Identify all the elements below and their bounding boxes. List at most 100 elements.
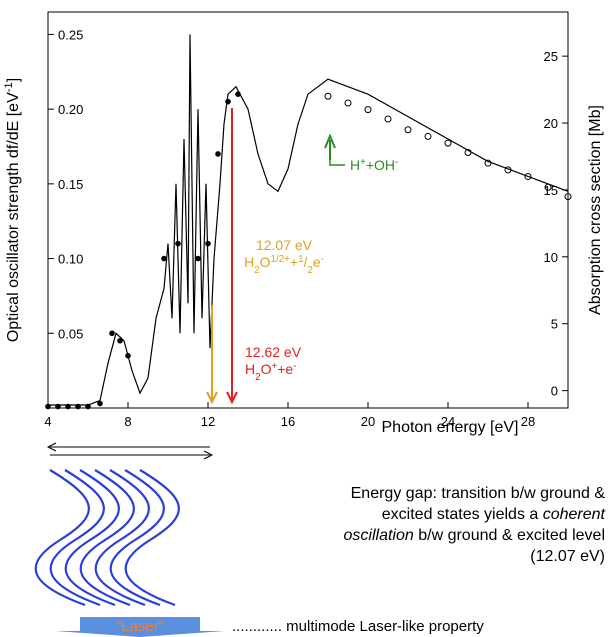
x-tick-label: 24 [441,414,455,429]
x-tick-label: 8 [124,414,131,429]
wave [34,469,90,607]
text-part: 2 [254,265,259,276]
y-tick-label: 0.05 [58,326,83,341]
data-circle [444,139,452,147]
text-part: (12.07 eV) [530,548,605,565]
annotation-arrow [206,305,218,405]
text-part: - [321,254,324,265]
y2-tick-label: 25 [544,49,558,64]
description: Energy gap: transition b/w ground & excit… [344,485,606,565]
wave [94,469,150,607]
x-tick-label: 4 [44,414,51,429]
x-tick-label: 12 [201,414,215,429]
data-dot [215,151,221,157]
data-dot [65,403,71,410]
data-dot [85,403,91,410]
y-tick-label: 0.25 [58,27,83,42]
data-circle [384,115,392,123]
data-dot [55,403,61,410]
y-tick-label: 0.10 [58,252,83,267]
x-tick-label: 20 [361,414,375,429]
data-dot [195,255,201,262]
y2-tick-label: 20 [544,116,558,131]
laser-arrow [55,617,225,637]
annotation-leader [329,160,345,166]
x-tick-label: 28 [521,414,535,429]
description-line: (12.07 eV) [530,548,605,565]
data-circle [404,126,412,134]
annotation: 12.07 eV [256,237,313,253]
data-dot [125,352,131,359]
text-part: 1 [298,254,303,265]
data-dot [205,240,211,247]
text-part: 12.62 eV [245,344,302,360]
x-axis-label: Photon energy [eV] [382,419,519,436]
data-circle [364,106,372,114]
data-dot [109,330,115,337]
chart: 4 8 12 16 20 24 280.050.100.150.200.2505101520… [3,11,604,436]
text-part: 1/2+ [271,254,291,265]
laser-note: ............ multimode Laser-like proper… [232,618,484,635]
data-dot [225,98,231,105]
description-line: Energy gap: transition b/w ground & [351,485,606,502]
data-dot [175,240,181,247]
description-line: excited states yields a coherent [382,506,606,523]
spectrum-line [48,34,569,406]
y2-tick-label: 0 [551,384,558,399]
plot-frame [47,11,569,409]
data-circle [504,166,512,174]
wave [124,469,180,607]
text-part: coherent [543,506,606,523]
text-part: + [271,361,277,372]
annotation: H2O1/2++1/2e- [244,254,324,276]
text-part: H [245,361,255,377]
y2-tick-label: 5 [551,317,558,332]
text-part: Optical oscillator strength df/dE [eV [5,92,22,342]
text-part: - [293,361,296,372]
text-part: + [290,254,298,270]
y-tick-label: 0.15 [58,177,83,192]
data-circle [484,159,492,167]
text-part: 12.07 eV [256,237,313,253]
annotation: 12.62 eV [245,344,302,360]
text-part: O [261,361,272,377]
text-part: e [313,254,321,270]
text-part: H [350,157,360,173]
wave [79,469,135,607]
text-part: 2 [307,265,312,276]
text-part: + [360,157,366,168]
data-circle [324,92,332,100]
text-part: excited states yields a [382,506,543,523]
text-part: / [304,254,308,270]
data-dot [97,400,103,407]
text-part: O [260,254,271,270]
wave [49,469,105,607]
text-part: oscillation [344,527,414,544]
range-arrows [46,442,214,460]
data-dot [235,91,241,97]
annotation-arrow [226,108,238,405]
arrow-head [46,442,57,452]
annotation: H++OH- [350,157,398,174]
text-part: Energy gap: transition b/w ground & [351,485,606,502]
text-part: +e [277,361,293,377]
data-dot [161,255,167,262]
data-dot [117,337,123,344]
data-circle [524,173,532,181]
data-dot [75,403,81,410]
text-part: 2 [255,372,260,383]
laser-label: "Laser" [116,618,164,635]
x-tick-label: 16 [281,414,295,429]
data-circle [544,183,552,191]
wave [64,469,120,607]
wave [109,469,165,607]
y2-axis-label: Absorption cross section [Mb] [587,105,604,315]
y-tick-label: 0.20 [58,102,83,117]
arrow-head [203,450,214,460]
annotation: H2O++e- [245,361,296,383]
y-axis-label: Optical oscillator strength df/dE [eV-1] [3,78,22,342]
annotation-arrow [324,133,336,160]
data-circle [564,193,572,201]
text-part: b/w ground & excited level [414,527,605,544]
